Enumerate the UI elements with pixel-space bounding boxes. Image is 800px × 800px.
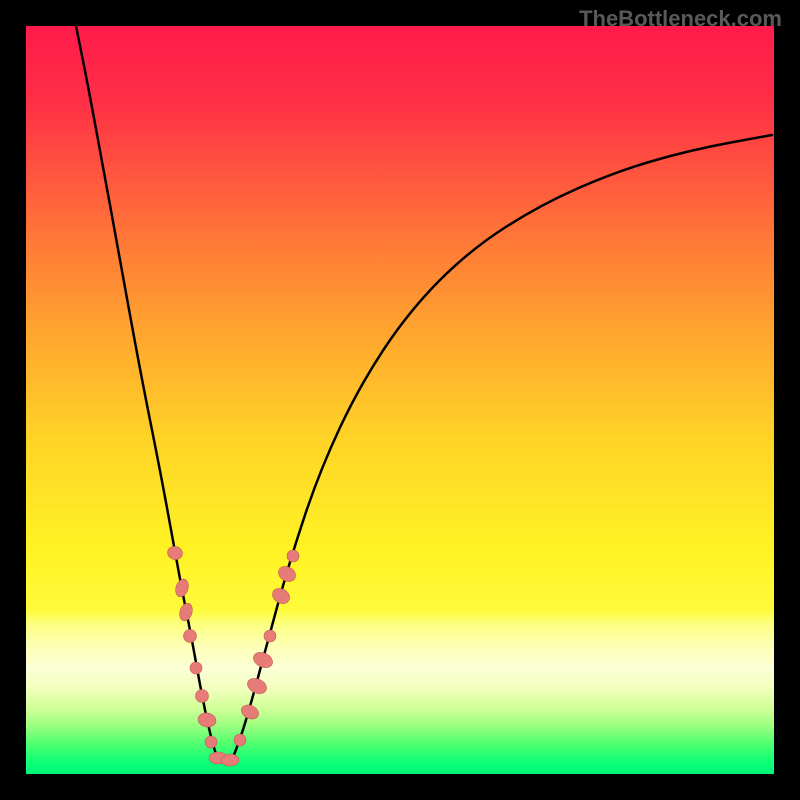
marker-dot — [205, 736, 217, 748]
watermark-text: TheBottleneck.com — [579, 6, 782, 32]
marker-dot — [190, 662, 202, 674]
marker-dot — [184, 630, 197, 643]
marker-dot — [287, 550, 299, 562]
marker-dot — [234, 734, 246, 746]
bottleneck-chart-svg — [0, 0, 800, 800]
chart-stage: TheBottleneck.com — [0, 0, 800, 800]
plot-area — [26, 26, 774, 774]
marker-dot — [264, 630, 276, 642]
marker-dot — [221, 754, 239, 766]
marker-dot — [196, 690, 209, 703]
